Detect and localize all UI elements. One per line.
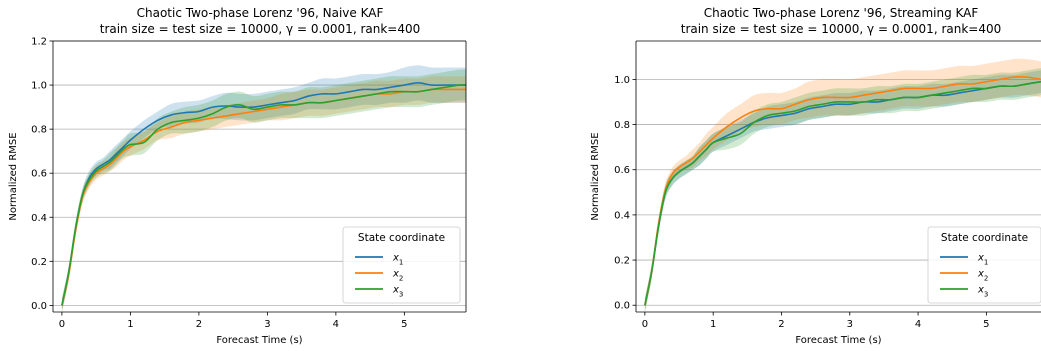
- series-line-x1: [61, 82, 466, 306]
- chart-title-line-1: Chaotic Two-phase Lorenz '96, Naive KAF: [137, 6, 384, 20]
- legend-label-x3: x3: [977, 285, 988, 299]
- legend-title: State coordinate: [358, 232, 445, 244]
- xtick-label-3: 3: [847, 319, 853, 330]
- y-axis-label: Normalized RMSE: [590, 132, 601, 220]
- legend-box: [342, 226, 461, 304]
- ytick-label-1: 0.2: [31, 257, 47, 268]
- ytick-label-2: 0.4: [614, 210, 630, 221]
- xtick-label-3: 3: [264, 319, 270, 330]
- xtick-label-4: 4: [333, 319, 339, 330]
- y-axis-label: Normalized RMSE: [8, 132, 19, 220]
- chart-title-line-1: Chaotic Two-phase Lorenz '96, Streaming …: [704, 6, 979, 20]
- xtick-label-1: 1: [710, 319, 716, 330]
- xtick-label-2: 2: [196, 319, 202, 330]
- band-x2: [644, 58, 1041, 312]
- xtick-label-4: 4: [915, 319, 921, 330]
- xtick-label-2: 2: [778, 319, 784, 330]
- legend-box: [927, 226, 1041, 304]
- plot-area: [61, 65, 466, 312]
- chart-naive-kaf: 0.0 0.2 0.4 0.6 0.8 1.0 1.2 0 1 2 3 4 5 Chaotic Two-p…: [8, 6, 467, 346]
- legend-label-x1: x1: [977, 253, 988, 267]
- legend-label-x2: x2: [977, 269, 988, 283]
- band-x3: [644, 68, 1041, 312]
- ytick-label-4: 0.8: [31, 125, 47, 136]
- ytick-label-0: 0.0: [31, 301, 47, 312]
- ytick-label-6: 1.2: [31, 37, 47, 48]
- ytick-label-3: 0.6: [31, 169, 47, 180]
- plot-area: [644, 58, 1041, 312]
- legend-label-x2: x2: [392, 269, 403, 283]
- ytick-label-0: 0.0: [614, 301, 630, 312]
- xtick-label-5: 5: [983, 319, 989, 330]
- xtick-label-0: 0: [59, 319, 65, 330]
- legend-label-x3: x3: [392, 285, 403, 299]
- ytick-label-1: 0.2: [614, 256, 630, 267]
- legend-title: State coordinate: [941, 232, 1028, 244]
- series-line-x3: [644, 80, 1041, 306]
- chart-streaming-kaf: 0.0 0.2 0.4 0.6 0.8 1.0 0 1 2 3 4 5 Chaotic Two-phas…: [590, 6, 1041, 346]
- legend-label-x1: x1: [392, 253, 403, 267]
- x-axis-label: Forecast Time (s): [795, 335, 881, 346]
- ytick-label-5: 1.0: [31, 81, 47, 92]
- series-line-x2: [644, 76, 1041, 306]
- ytick-label-3: 0.6: [614, 165, 630, 176]
- series-line-x3: [61, 84, 466, 306]
- x-axis-label: Forecast Time (s): [216, 335, 302, 346]
- ytick-label-2: 0.4: [31, 213, 47, 224]
- xtick-label-5: 5: [401, 319, 407, 330]
- xtick-label-0: 0: [642, 319, 648, 330]
- ytick-label-4: 0.8: [614, 120, 630, 131]
- chart-title-line-2: train size = test size = 10000, γ = 0.00…: [100, 22, 421, 36]
- series-line-x2: [61, 88, 466, 306]
- band-x1: [61, 65, 466, 312]
- chart-title-line-2: train size = test size = 10000, γ = 0.00…: [681, 22, 1002, 36]
- ytick-label-5: 1.0: [614, 75, 630, 86]
- xtick-label-1: 1: [127, 319, 133, 330]
- band-x2: [61, 76, 466, 312]
